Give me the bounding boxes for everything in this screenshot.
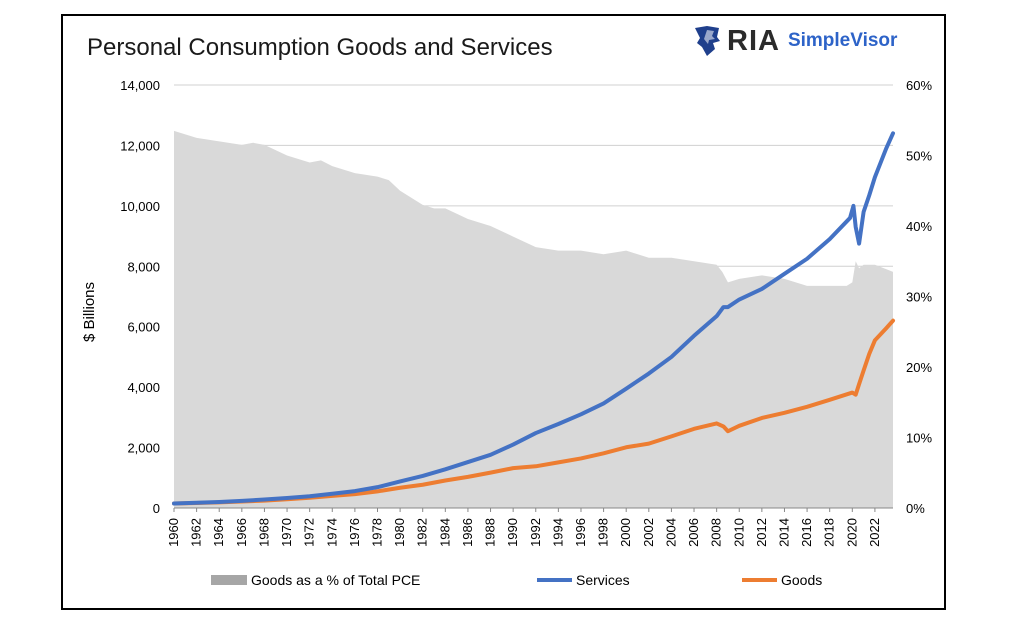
x-tick-label: 1972 — [302, 518, 317, 547]
x-tick-label: 1978 — [369, 518, 384, 547]
series-lines — [172, 131, 895, 506]
y2-tick-label: 60% — [906, 78, 932, 93]
legend-label-share: Goods as a % of Total PCE — [251, 572, 420, 588]
x-tick-label: 1964 — [211, 518, 226, 547]
y-tick-label: 6,000 — [127, 320, 160, 335]
y-tick-label: 8,000 — [127, 259, 160, 274]
x-tick-label: 1960 — [166, 518, 181, 547]
y-tick-label: 2,000 — [127, 441, 160, 456]
goods-share-area — [174, 130, 893, 508]
x-axis-ticks: 1960 1962 1964 1966 1968 1970 1972 1974 1976 1978… — [166, 507, 893, 547]
x-tick-label: 2018 — [822, 518, 837, 547]
x-tick-label: 1976 — [347, 518, 362, 547]
x-tick-label: 1982 — [415, 518, 430, 547]
y-tick-label: 10,000 — [120, 199, 160, 214]
y-tick-label: 4,000 — [127, 380, 160, 395]
goods-share-area-shape — [174, 130, 893, 508]
x-tick-label: 1974 — [324, 518, 339, 547]
x-tick-label: 2012 — [754, 518, 769, 547]
legend-swatch-share — [211, 575, 247, 585]
ria-wordmark: RIA — [727, 24, 780, 57]
y2-tick-label: 20% — [906, 360, 932, 375]
left-axis-ticks: 0 2,000 4,000 6,000 8,000 10,000 12,000 14,000 — [120, 78, 160, 516]
x-tick-label: 1968 — [256, 518, 271, 547]
y-axis-label: $ Billions — [81, 282, 98, 342]
y-tick-label: 14,000 — [120, 78, 160, 93]
simplevisor-wordmark: SimpleVisor — [787, 30, 898, 51]
legend-label-goods: Goods — [781, 572, 822, 588]
x-tick-label: 1988 — [483, 518, 498, 547]
ria-simplevisor-logo: RIA SimpleVisor — [693, 24, 897, 58]
right-axis-ticks: 0% 10% 20% 30% 40% 50% 60% — [906, 78, 932, 516]
x-tick-label: 2014 — [776, 518, 791, 547]
x-tick-label: 1980 — [392, 518, 407, 547]
x-tick-label: 2000 — [618, 518, 633, 547]
chart-title: Personal Consumption Goods and Services — [87, 34, 553, 61]
y-tick-label: 12,000 — [120, 138, 160, 153]
x-tick-label: 2004 — [663, 518, 678, 547]
x-tick-label: 1990 — [505, 518, 520, 547]
x-tick-label: 2002 — [641, 518, 656, 547]
y2-tick-label: 40% — [906, 219, 932, 234]
eagle-icon — [695, 26, 720, 56]
x-tick-label: 2010 — [731, 518, 746, 547]
y2-tick-label: 10% — [906, 431, 932, 446]
y-tick-label: 0 — [153, 501, 160, 516]
x-tick-label: 2022 — [867, 518, 882, 547]
y2-tick-label: 0% — [906, 501, 925, 516]
x-tick-label: 2016 — [799, 518, 814, 547]
x-tick-label: 1994 — [550, 518, 565, 547]
services-line — [172, 131, 895, 506]
x-tick-label: 2020 — [844, 518, 859, 547]
x-tick-label: 1970 — [279, 518, 294, 547]
legend-label-services: Services — [576, 572, 630, 588]
x-tick-label: 1992 — [528, 518, 543, 547]
x-tick-label: 1998 — [596, 518, 611, 547]
x-tick-label: 1962 — [189, 518, 204, 547]
x-tick-label: 2006 — [686, 518, 701, 547]
x-tick-label: 2008 — [709, 518, 724, 547]
x-tick-label: 1984 — [437, 518, 452, 547]
x-tick-label: 1966 — [234, 518, 249, 547]
x-tick-label: 1996 — [573, 518, 588, 547]
legend: Goods as a % of Total PCE Services Goods — [211, 572, 822, 588]
x-tick-label: 1986 — [460, 518, 475, 547]
y2-tick-label: 50% — [906, 149, 932, 164]
y2-tick-label: 30% — [906, 290, 932, 305]
